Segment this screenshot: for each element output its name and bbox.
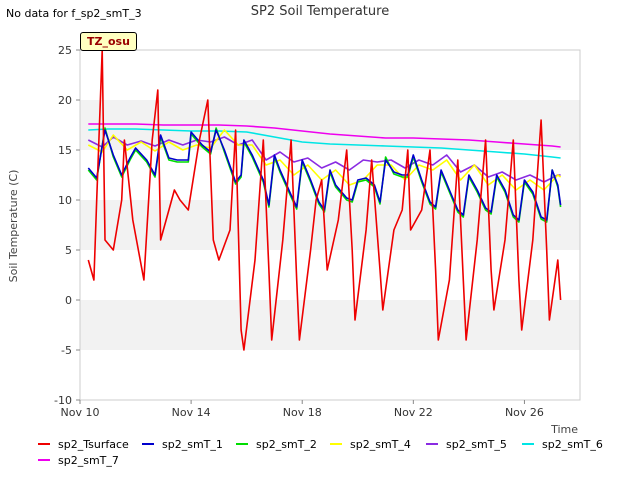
series-line-sp2-smt-5 — [87, 136, 561, 183]
x-tick-label: Nov 18 — [283, 406, 322, 419]
series-line-sp2-smt-2 — [87, 127, 562, 223]
y-tick-label: 5 — [65, 244, 72, 257]
x-axis-label: Time — [550, 423, 578, 436]
site-badge: TZ_osu — [80, 32, 137, 51]
y-tick-label: 15 — [58, 144, 72, 157]
legend-label: sp2_smT_2 — [256, 438, 317, 451]
chart-title: SP2 Soil Temperature — [251, 4, 389, 19]
grid-band — [80, 50, 580, 100]
legend-label: sp2_smT_5 — [446, 438, 507, 451]
series-line-sp2-smt-6 — [88, 128, 561, 159]
grid-band — [80, 300, 580, 350]
legend-label: sp2_smT_1 — [162, 438, 223, 451]
grid-band — [80, 200, 580, 250]
legend-label: sp2_Tsurface — [58, 438, 129, 451]
legend-label: sp2_smT_7 — [58, 454, 119, 467]
series-line-sp2-tsurface — [87, 49, 562, 351]
legend: sp2_Tsurface sp2_smT_1 sp2_smT_2 sp2_smT_4 s… — [38, 438, 603, 467]
grid-band — [80, 350, 580, 400]
y-axis-label: Soil Temperature (C) — [7, 170, 20, 283]
x-tick-label: Nov 22 — [394, 406, 433, 419]
x-tick-label: Nov 26 — [505, 406, 544, 419]
x-tick-label: Nov 14 — [172, 406, 211, 419]
no-data-note: No data for f_sp2_smT_3 — [6, 7, 142, 20]
y-tick-label: 0 — [65, 294, 72, 307]
x-tick-label: Nov 10 — [61, 406, 100, 419]
legend-label: sp2_smT_4 — [350, 438, 411, 451]
series-line-sp2-smt-7 — [88, 123, 561, 148]
y-tick-label: -5 — [61, 344, 72, 357]
y-tick-label: -10 — [54, 394, 72, 407]
legend-label: sp2_smT_6 — [542, 438, 603, 451]
plot-frame — [79, 49, 581, 401]
y-tick-label: 25 — [58, 44, 72, 57]
y-tick-label: 20 — [58, 94, 72, 107]
series-line-sp2-smt-1 — [87, 129, 562, 221]
y-tick-label: 10 — [58, 194, 72, 207]
